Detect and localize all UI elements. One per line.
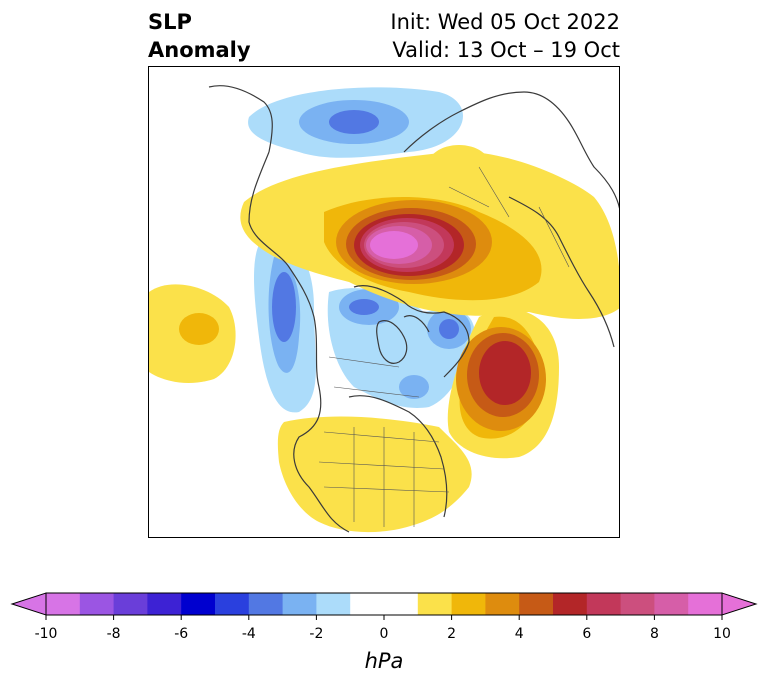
colorbar-bin xyxy=(654,593,689,615)
positive-anomaly-united-states xyxy=(277,416,472,533)
colorbar-tick-label: -10 xyxy=(35,626,58,642)
negative-anomaly-europe xyxy=(248,87,463,158)
positive-anomaly-siberia xyxy=(240,145,619,319)
coastlines xyxy=(208,85,619,533)
colorbar-bin xyxy=(215,593,250,615)
negative-anomaly-canadian-arctic xyxy=(327,288,474,408)
colorbar-tick-label: -8 xyxy=(107,626,121,642)
colorbar-bin xyxy=(417,593,453,615)
colorbar-tick-label: 8 xyxy=(650,626,659,642)
colorbar-bin xyxy=(620,593,655,615)
colorbar-bin xyxy=(553,593,588,615)
colorbar-bin xyxy=(147,593,182,615)
colorbar-bin xyxy=(113,593,148,615)
colorbar-tick-label: 10 xyxy=(713,626,731,642)
negative-anomaly-alaska xyxy=(254,235,316,413)
title-line-2: Anomaly xyxy=(148,38,251,62)
colorbar-tick-label: 4 xyxy=(515,626,524,642)
colorbar-tick-label: -4 xyxy=(242,626,256,642)
colorbar-bin xyxy=(688,593,723,615)
colorbar-tick-label: 6 xyxy=(582,626,591,642)
init-date: Init: Wed 05 Oct 2022 xyxy=(390,10,620,34)
colorbar-bins xyxy=(10,592,758,616)
colorbar-bin xyxy=(248,593,284,615)
anomaly-map xyxy=(148,66,620,538)
colorbar-bin xyxy=(350,593,419,615)
colorbar-tick-label: -2 xyxy=(309,626,323,642)
title-line-1: SLP xyxy=(148,10,192,34)
colorbar-unit-label: hPa xyxy=(365,649,404,673)
colorbar-extend-high xyxy=(721,592,758,616)
colorbar-bin xyxy=(485,593,520,615)
positive-anomaly-pacific xyxy=(149,284,236,383)
colorbar-bin xyxy=(282,593,317,615)
colorbar-tick-label: 0 xyxy=(380,626,389,642)
anomaly-map-svg xyxy=(149,85,619,533)
colorbar-bin xyxy=(79,593,115,615)
colorbar-bin xyxy=(316,593,351,615)
valid-range: Valid: 13 Oct – 19 Oct xyxy=(392,38,620,62)
map-subtitle: Init: Wed 05 Oct 2022 Valid: 13 Oct – 19… xyxy=(390,8,620,64)
colorbar-extend-low xyxy=(10,592,47,616)
colorbar-tick-label: -6 xyxy=(174,626,188,642)
colorbar-bin xyxy=(519,593,554,615)
positive-anomaly-atlantic xyxy=(447,309,559,459)
map-title: SLP Anomaly xyxy=(148,8,251,64)
colorbar-bin xyxy=(181,593,216,615)
colorbar-bin xyxy=(46,593,81,615)
colorbar-bin xyxy=(451,593,486,615)
colorbar: -10 -8 -6 -4 -2 0 2 4 6 8 10 hPa xyxy=(0,588,768,684)
colorbar-svg: -10 -8 -6 -4 -2 0 2 4 6 8 10 hPa xyxy=(10,592,758,673)
colorbar-bin xyxy=(586,593,622,615)
political-borders xyxy=(318,166,570,527)
colorbar-ticks: -10 -8 -6 -4 -2 0 2 4 6 8 10 xyxy=(35,615,731,642)
colorbar-tick-label: 2 xyxy=(447,626,456,642)
